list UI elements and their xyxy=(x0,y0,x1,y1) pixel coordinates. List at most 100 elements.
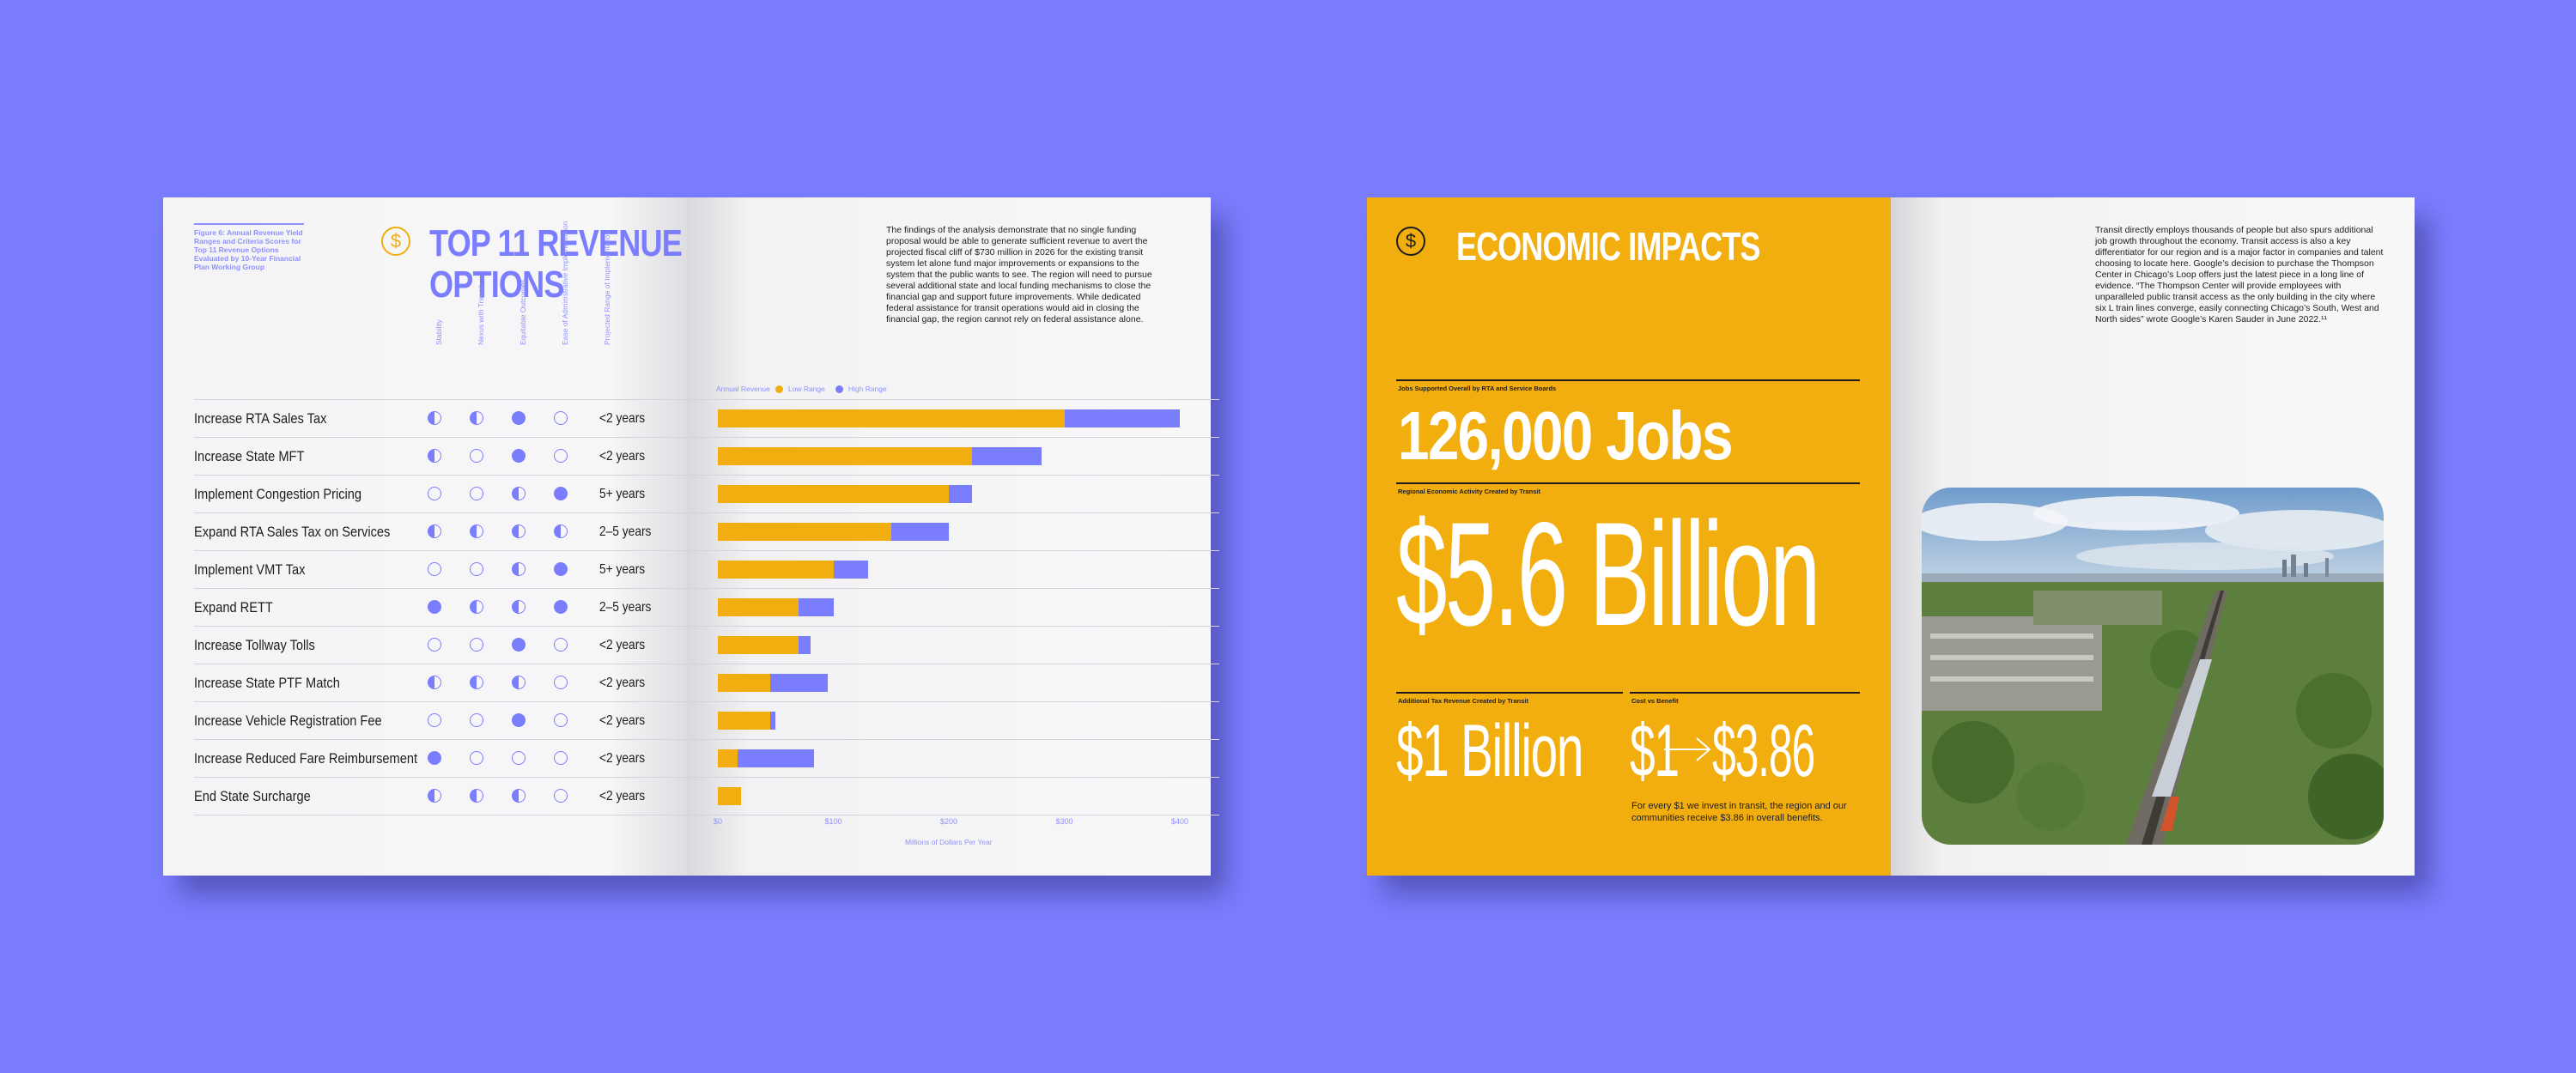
analysis-paragraph: The findings of the analysis demonstrate… xyxy=(886,225,1152,324)
bar-low-range xyxy=(718,409,1065,427)
score-empty-icon xyxy=(554,751,568,765)
dollar-icon: $ xyxy=(381,227,410,256)
score-empty-icon xyxy=(554,638,568,652)
cost-note: For every $1 we invest in transit, the r… xyxy=(1631,801,1847,823)
score-full-icon xyxy=(512,449,526,463)
score-empty-icon xyxy=(428,713,441,727)
implementation-years: 5+ years xyxy=(599,487,646,501)
score-half-icon xyxy=(470,676,483,689)
score-empty-icon xyxy=(428,638,441,652)
table-row: Increase RTA Sales Tax <2 years xyxy=(194,399,1219,438)
bar-low-range xyxy=(718,523,891,541)
bar-low-range xyxy=(718,712,770,730)
score-empty-icon xyxy=(428,487,441,500)
bar-low-range xyxy=(718,749,738,767)
revenue-options-spread: Figure 6: Annual Revenue Yield Ranges an… xyxy=(163,197,1219,876)
column-header-equitable: Equitable Outcomes xyxy=(519,279,527,345)
legend-prefix: Annual Revenue xyxy=(716,385,770,393)
score-half-icon xyxy=(428,789,441,803)
table-row: Expand RTA Sales Tax on Services 2–5 year… xyxy=(194,512,1219,551)
row-label: Increase State MFT xyxy=(194,448,305,464)
score-full-icon xyxy=(428,600,441,614)
bar-low-range xyxy=(718,636,799,654)
score-half-icon xyxy=(470,600,483,614)
score-half-icon xyxy=(428,411,441,425)
row-label: Increase Tollway Tolls xyxy=(194,637,315,653)
table-row: Expand RETT 2–5 years xyxy=(194,588,1219,627)
score-half-icon xyxy=(512,789,526,803)
bar-low-range xyxy=(718,598,799,616)
score-empty-icon xyxy=(428,562,441,576)
score-full-icon xyxy=(512,411,526,425)
score-empty-icon xyxy=(554,789,568,803)
tax-label: Additional Tax Revenue Created by Transi… xyxy=(1398,697,1528,705)
table-row: End State Surcharge <2 years xyxy=(194,777,1219,815)
left-page: Figure 6: Annual Revenue Yield Ranges an… xyxy=(163,197,687,876)
implementation-years: 2–5 years xyxy=(599,524,652,539)
column-header-ease: Ease of Administrative Implementation xyxy=(561,221,569,345)
column-header-range: Projected Range of Implementation xyxy=(603,230,611,345)
implementation-years: <2 years xyxy=(599,449,646,464)
bar-high-range xyxy=(718,749,814,767)
score-half-icon xyxy=(470,789,483,803)
divider xyxy=(1396,379,1860,381)
x-tick-label: $400 xyxy=(1170,817,1189,826)
row-label: Implement Congestion Pricing xyxy=(194,486,362,502)
score-full-icon xyxy=(512,713,526,727)
jobs-label: Jobs Supported Overall by RTA and Servic… xyxy=(1398,385,1557,392)
score-empty-icon xyxy=(554,713,568,727)
x-tick-label: $200 xyxy=(939,817,958,826)
score-half-icon xyxy=(470,524,483,538)
row-label: Increase Reduced Fare Reimbursement xyxy=(194,750,418,767)
activity-label: Regional Economic Activity Created by Tr… xyxy=(1398,488,1541,495)
score-empty-icon xyxy=(554,411,568,425)
jobs-stat: 126,000 Jobs xyxy=(1398,397,1733,474)
title-line-2: OPTIONS xyxy=(429,264,564,306)
activity-stat: $5.6 Billion xyxy=(1396,492,1820,657)
economic-impacts-spread: $ ECONOMIC IMPACTS Jobs Supported Overal… xyxy=(1367,197,2415,876)
score-half-icon xyxy=(428,524,441,538)
title-line-1: TOP 11 REVENUE xyxy=(429,222,683,264)
score-empty-icon xyxy=(470,751,483,765)
implementation-years: <2 years xyxy=(599,676,646,690)
dollar-icon: $ xyxy=(1396,227,1425,256)
bar-low-range xyxy=(718,561,834,579)
score-empty-icon xyxy=(470,449,483,463)
implementation-years: <2 years xyxy=(599,411,646,426)
score-half-icon xyxy=(554,524,568,538)
x-tick-label: $300 xyxy=(1055,817,1073,826)
score-full-icon xyxy=(428,751,441,765)
score-empty-icon xyxy=(470,562,483,576)
row-label: Implement VMT Tax xyxy=(194,561,306,578)
score-empty-icon xyxy=(512,751,526,765)
score-empty-icon xyxy=(554,449,568,463)
score-empty-icon xyxy=(470,713,483,727)
column-header-nexus: Nexus with Transit xyxy=(477,285,485,345)
arrow-right-icon xyxy=(1664,737,1711,761)
bar-low-range xyxy=(718,447,972,465)
score-full-icon xyxy=(512,638,526,652)
score-empty-icon xyxy=(470,487,483,500)
score-half-icon xyxy=(428,676,441,689)
score-half-icon xyxy=(512,600,526,614)
row-label: Expand RTA Sales Tax on Services xyxy=(194,524,391,540)
score-full-icon xyxy=(554,562,568,576)
impacts-page: $ ECONOMIC IMPACTS Jobs Supported Overal… xyxy=(1367,197,1891,876)
row-label: Increase State PTF Match xyxy=(194,675,340,691)
x-tick-label: $100 xyxy=(824,817,842,826)
figure-caption: Figure 6: Annual Revenue Yield Ranges an… xyxy=(194,228,303,271)
implementation-years: 2–5 years xyxy=(599,600,652,615)
score-half-icon xyxy=(512,562,526,576)
aerial-photo-illustration xyxy=(1922,488,2384,845)
row-label: Increase Vehicle Registration Fee xyxy=(194,712,382,729)
caption-rule xyxy=(194,223,304,225)
score-full-icon xyxy=(554,487,568,500)
bar-low-range xyxy=(718,674,770,692)
impacts-title: ECONOMIC IMPACTS xyxy=(1456,224,1760,269)
table-row: Increase Vehicle Registration Fee <2 year… xyxy=(194,701,1219,740)
divider xyxy=(1396,692,1623,694)
score-half-icon xyxy=(428,449,441,463)
table-row: Implement VMT Tax 5+ years xyxy=(194,550,1219,589)
tax-stat: $1 Billion xyxy=(1396,710,1583,792)
legend-low-label: Low Range xyxy=(787,385,825,393)
